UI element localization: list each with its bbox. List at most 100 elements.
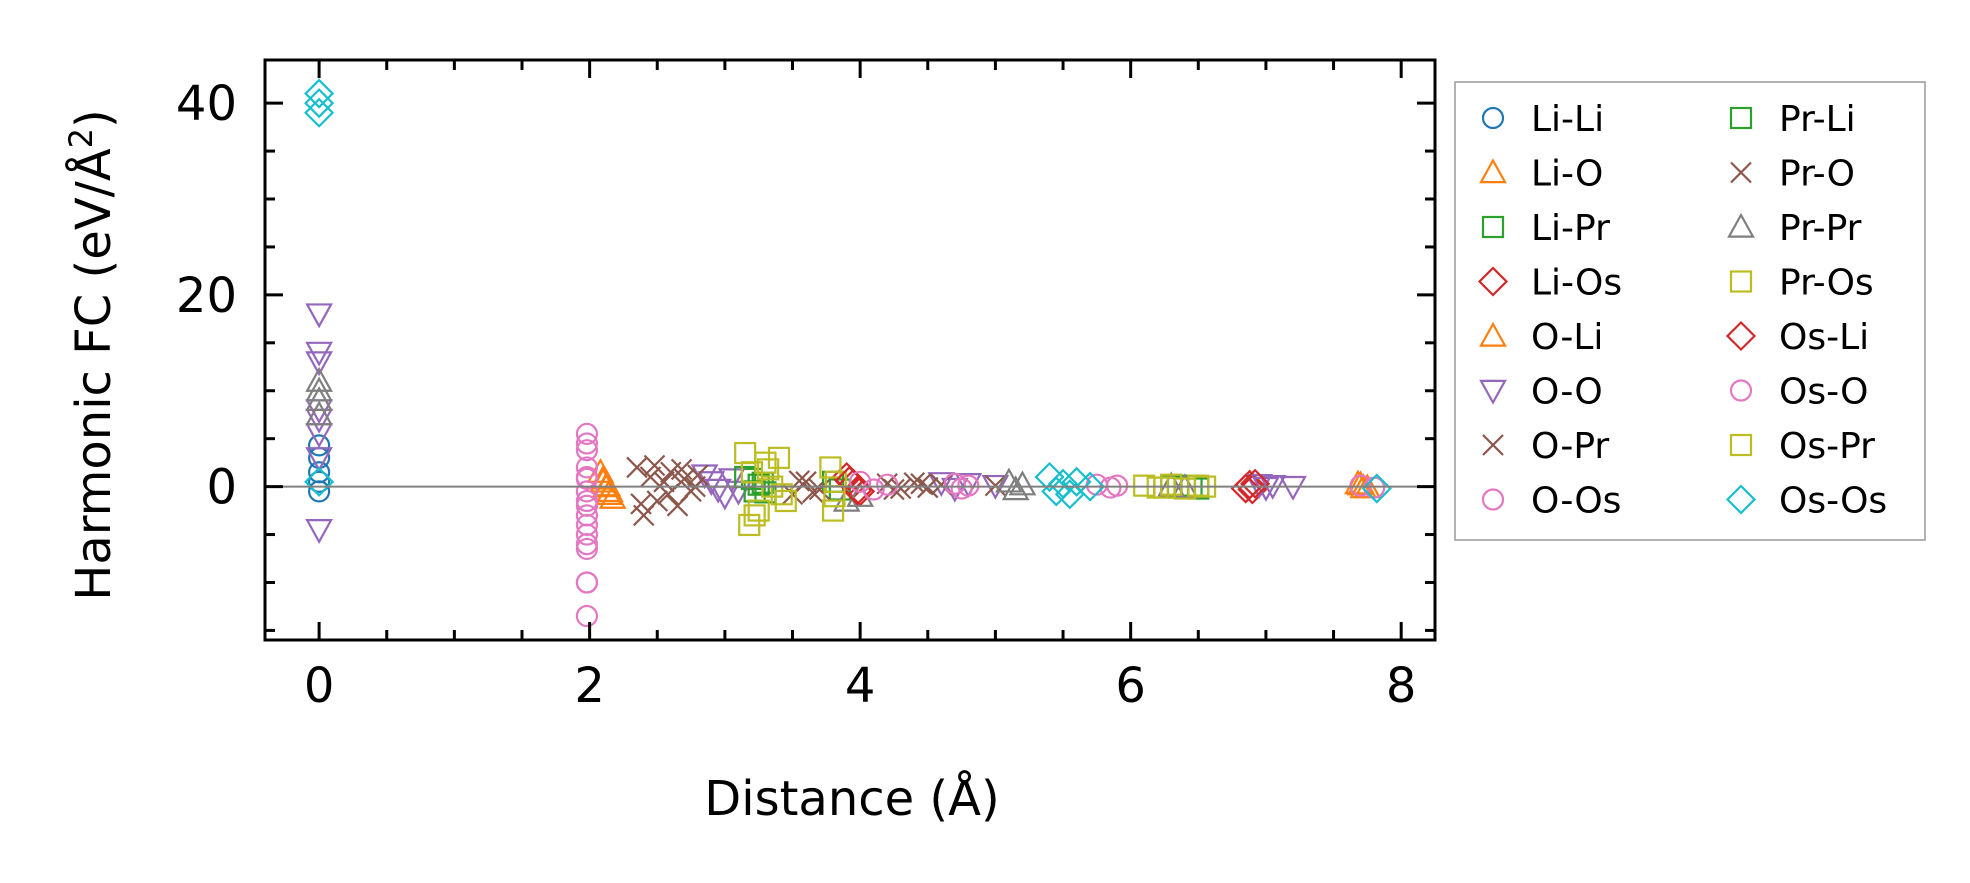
y-axis-label-main: Harmonic FC (eV/Å bbox=[65, 148, 122, 601]
data-layer bbox=[304, 78, 1392, 628]
legend-marker bbox=[1729, 433, 1753, 457]
data-point bbox=[1061, 466, 1092, 497]
data-point bbox=[876, 473, 899, 496]
x-tick-label: 4 bbox=[845, 658, 876, 714]
legend-label: Pr-Pr bbox=[1779, 208, 1862, 249]
legend-entry: O-Pr bbox=[1482, 426, 1609, 467]
data-point bbox=[1361, 473, 1392, 504]
plot-area bbox=[263, 58, 1437, 642]
legend-marker bbox=[1729, 379, 1753, 402]
data-point bbox=[819, 456, 842, 479]
legend-entry: O-Li bbox=[1479, 317, 1603, 358]
data-point bbox=[910, 472, 932, 495]
data-point bbox=[575, 494, 599, 517]
data-point bbox=[1160, 473, 1183, 496]
data-point bbox=[575, 422, 599, 445]
data-point bbox=[305, 519, 333, 545]
data-point bbox=[308, 480, 331, 503]
legend-entry: O-O bbox=[1479, 372, 1603, 413]
legend-entry: Pr-Li bbox=[1729, 99, 1856, 140]
data-point bbox=[308, 434, 331, 457]
data-point bbox=[305, 386, 333, 412]
y-tick-label: 40 bbox=[176, 76, 237, 132]
legend-entry: Pr-Os bbox=[1729, 263, 1874, 304]
legend-marker bbox=[1725, 320, 1757, 352]
legend-label: O-Li bbox=[1531, 317, 1603, 358]
data-point bbox=[305, 376, 333, 402]
legend-marker bbox=[1727, 212, 1755, 238]
x-tick-label: 0 bbox=[304, 658, 335, 714]
legend-entry: Li-O bbox=[1479, 154, 1603, 195]
data-point bbox=[747, 499, 770, 522]
data-point bbox=[670, 458, 693, 481]
data-point bbox=[903, 471, 926, 494]
data-point bbox=[1047, 468, 1079, 499]
data-point bbox=[770, 483, 793, 506]
legend-marker bbox=[1481, 215, 1505, 239]
data-point bbox=[1001, 475, 1030, 501]
legend-entry: Li-Li bbox=[1481, 99, 1604, 140]
data-point bbox=[643, 454, 666, 477]
legend-label: Pr-O bbox=[1779, 154, 1855, 195]
data-point bbox=[754, 451, 777, 474]
data-point bbox=[575, 456, 599, 479]
legend-marker bbox=[1479, 321, 1507, 347]
data-point bbox=[1034, 461, 1065, 493]
legend-marker bbox=[1481, 488, 1505, 511]
data-point bbox=[1085, 473, 1108, 496]
data-point bbox=[927, 472, 956, 498]
x-tick-label: 2 bbox=[574, 658, 605, 714]
series-O-O bbox=[305, 303, 1307, 545]
data-point bbox=[1230, 473, 1261, 504]
data-point bbox=[802, 481, 824, 504]
legend-label: O-Pr bbox=[1531, 426, 1609, 467]
legend-label: Os-Os bbox=[1779, 481, 1887, 522]
x-axis-label: Distance (Å) bbox=[704, 770, 999, 827]
data-point bbox=[305, 447, 333, 473]
legend-entry: Os-Li bbox=[1725, 317, 1869, 358]
data-point bbox=[304, 78, 335, 109]
data-point bbox=[954, 473, 983, 499]
legend-label: Os-Li bbox=[1779, 317, 1869, 358]
data-point bbox=[575, 571, 599, 594]
axis-ticks bbox=[265, 60, 1435, 640]
data-point bbox=[717, 468, 746, 494]
legend: Li-Li Li-O Li-Pr Li-Os O-Li O-O O-Pr O-Os Pr-Li P… bbox=[1454, 81, 1926, 541]
y-axis-label-superscript: 2 bbox=[62, 128, 100, 148]
data-point bbox=[626, 456, 648, 479]
data-point bbox=[304, 466, 335, 497]
legend-marker bbox=[1730, 161, 1752, 184]
y-tick-label: 0 bbox=[206, 460, 237, 516]
data-point bbox=[821, 499, 845, 522]
data-point bbox=[575, 533, 599, 556]
data-point bbox=[774, 489, 797, 513]
legend-label: Li-Li bbox=[1531, 99, 1604, 140]
data-point bbox=[824, 470, 847, 493]
series-Os-Os bbox=[304, 78, 1392, 510]
legend-entry: Os-Os bbox=[1725, 481, 1887, 522]
data-point bbox=[575, 523, 599, 546]
data-point bbox=[598, 483, 627, 509]
y-tick-label: 20 bbox=[176, 268, 237, 324]
data-point bbox=[575, 439, 599, 462]
data-point bbox=[849, 470, 872, 493]
data-point bbox=[305, 366, 333, 392]
y-axis-label-end: ) bbox=[66, 109, 122, 128]
data-point bbox=[1008, 470, 1037, 496]
legend-marker bbox=[1479, 158, 1507, 184]
data-point bbox=[639, 466, 662, 488]
legend-label: Li-O bbox=[1531, 154, 1603, 195]
data-point bbox=[630, 493, 652, 515]
legend-label: Pr-Os bbox=[1779, 263, 1874, 304]
data-point bbox=[795, 471, 817, 493]
data-point bbox=[575, 432, 599, 455]
data-point bbox=[943, 472, 966, 495]
legend-label: O-O bbox=[1531, 372, 1603, 413]
data-point bbox=[757, 458, 780, 481]
tick-labels: 0 2 4 6 8 0 20 40 bbox=[176, 76, 1417, 714]
legend-label: Pr-Li bbox=[1779, 99, 1856, 140]
data-point bbox=[743, 504, 766, 527]
legend-label: Li-Pr bbox=[1531, 208, 1610, 249]
legend-label: Os-O bbox=[1779, 372, 1868, 413]
legend-entry: Li-Os bbox=[1477, 263, 1622, 304]
